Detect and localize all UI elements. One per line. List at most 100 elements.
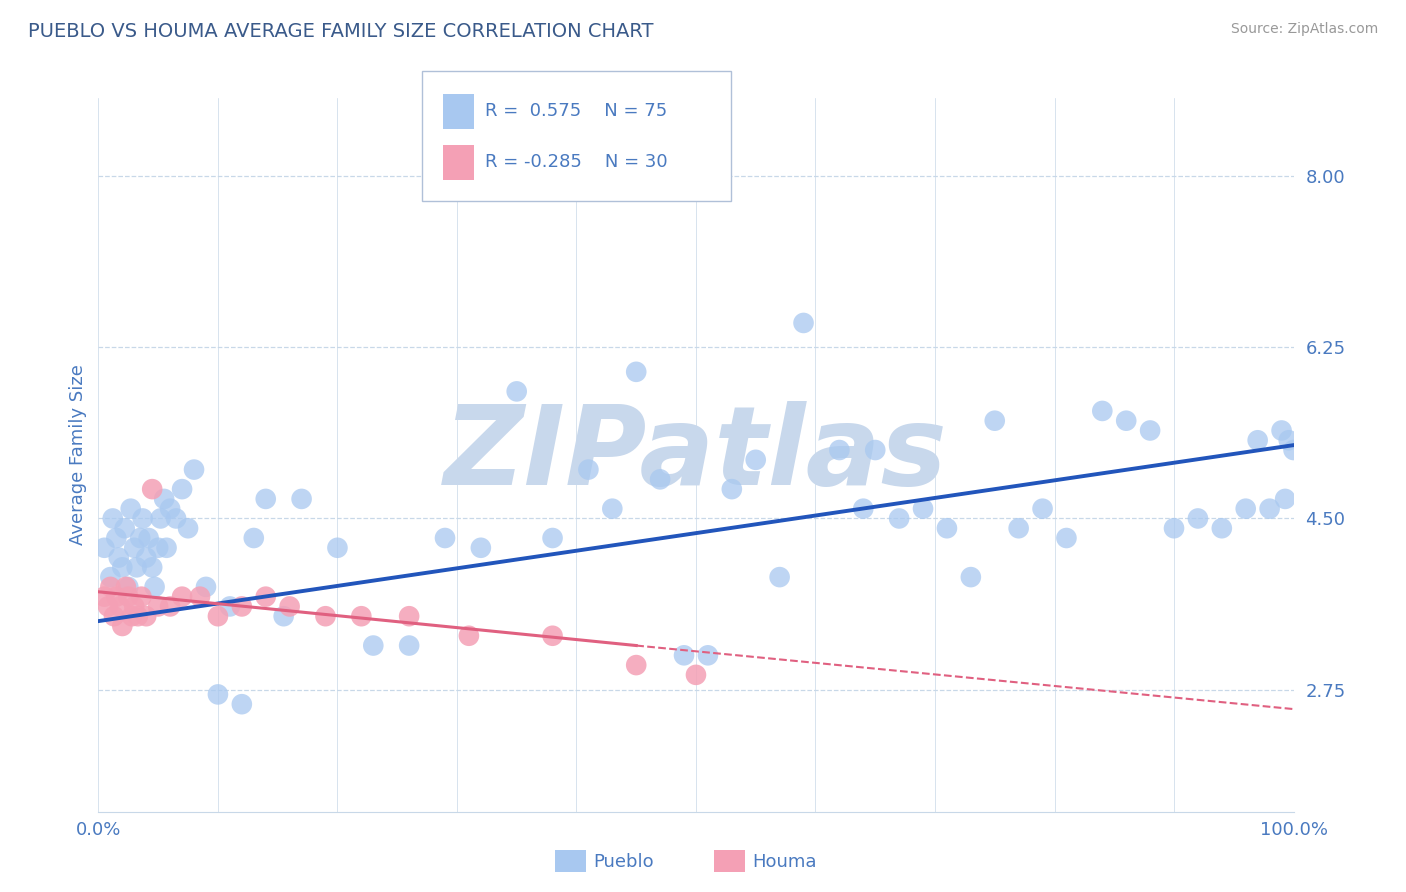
Point (959, 570, 981, 584)
Point (127, 609, 149, 624)
Point (121, 609, 143, 624)
Point (600, 501, 623, 516)
Point (138, 531, 160, 545)
Point (98, 580, 122, 594)
Point (207, 687, 229, 701)
Point (506, 384, 529, 399)
Point (1282, 443, 1305, 458)
Point (111, 560, 134, 574)
Point (1246, 434, 1268, 448)
Point (1163, 521, 1185, 535)
Point (93, 590, 115, 604)
Point (685, 668, 707, 682)
Point (315, 609, 337, 624)
Point (219, 599, 242, 614)
Point (231, 599, 253, 614)
Point (231, 697, 253, 711)
Point (398, 639, 420, 653)
Point (159, 599, 181, 614)
Point (148, 599, 170, 614)
Point (363, 639, 385, 653)
Point (93, 541, 115, 555)
Point (207, 609, 229, 624)
Point (97, 599, 120, 614)
Point (108, 599, 131, 614)
Point (889, 511, 911, 525)
Point (148, 541, 170, 555)
Point (935, 521, 957, 535)
Point (1091, 404, 1114, 418)
Point (117, 580, 139, 594)
Point (350, 609, 373, 624)
Point (1007, 521, 1029, 535)
Point (194, 580, 217, 594)
Point (131, 511, 153, 525)
Point (120, 501, 142, 516)
Point (433, 531, 456, 545)
Point (243, 531, 266, 545)
Text: Houma: Houma (752, 853, 817, 871)
Point (172, 482, 194, 496)
Point (697, 648, 720, 663)
Point (470, 541, 492, 555)
Point (103, 609, 125, 624)
Point (1274, 491, 1296, 506)
Point (143, 580, 166, 594)
Point (188, 590, 211, 604)
Point (141, 482, 163, 496)
Point (863, 443, 886, 458)
Point (105, 590, 128, 604)
Text: ZIPatlas: ZIPatlas (444, 401, 948, 508)
Text: PUEBLO VS HOUMA AVERAGE FAMILY SIZE CORRELATION CHART: PUEBLO VS HOUMA AVERAGE FAMILY SIZE CORR… (28, 22, 654, 41)
Point (624, 365, 647, 379)
Point (149, 511, 172, 525)
Point (793, 316, 815, 330)
Text: Pueblo: Pueblo (593, 853, 654, 871)
Point (852, 501, 875, 516)
Point (673, 648, 696, 663)
Point (177, 521, 200, 535)
Text: R = -0.285    N = 30: R = -0.285 N = 30 (485, 153, 668, 171)
Point (153, 491, 176, 506)
Point (111, 619, 134, 633)
Point (129, 531, 152, 545)
Point (721, 482, 744, 496)
Point (115, 580, 138, 594)
Point (398, 609, 420, 624)
Point (648, 472, 672, 486)
Point (576, 462, 599, 476)
Point (745, 452, 768, 467)
Text: Source: ZipAtlas.com: Source: ZipAtlas.com (1230, 22, 1378, 37)
Y-axis label: Average Family Size: Average Family Size (69, 365, 87, 545)
Point (117, 590, 139, 604)
Point (273, 609, 295, 624)
Point (290, 491, 312, 506)
Point (101, 511, 124, 525)
Point (124, 541, 146, 555)
Point (165, 511, 187, 525)
Text: R =  0.575    N = 75: R = 0.575 N = 75 (485, 103, 668, 120)
Point (254, 590, 277, 604)
Point (624, 658, 647, 673)
Point (541, 629, 564, 643)
Point (1054, 531, 1078, 545)
Point (1258, 501, 1281, 516)
Point (1139, 424, 1161, 438)
Point (135, 609, 157, 624)
Point (125, 560, 148, 574)
Point (278, 599, 301, 614)
Point (1234, 501, 1257, 516)
Point (107, 550, 129, 565)
Point (183, 462, 205, 476)
Point (1271, 424, 1294, 438)
Point (1032, 501, 1054, 516)
Point (131, 590, 153, 604)
Point (326, 541, 349, 555)
Point (1187, 511, 1209, 525)
Point (159, 501, 181, 516)
Point (541, 531, 564, 545)
Point (172, 590, 194, 604)
Point (1115, 414, 1137, 428)
Point (828, 443, 851, 458)
Point (911, 501, 934, 516)
